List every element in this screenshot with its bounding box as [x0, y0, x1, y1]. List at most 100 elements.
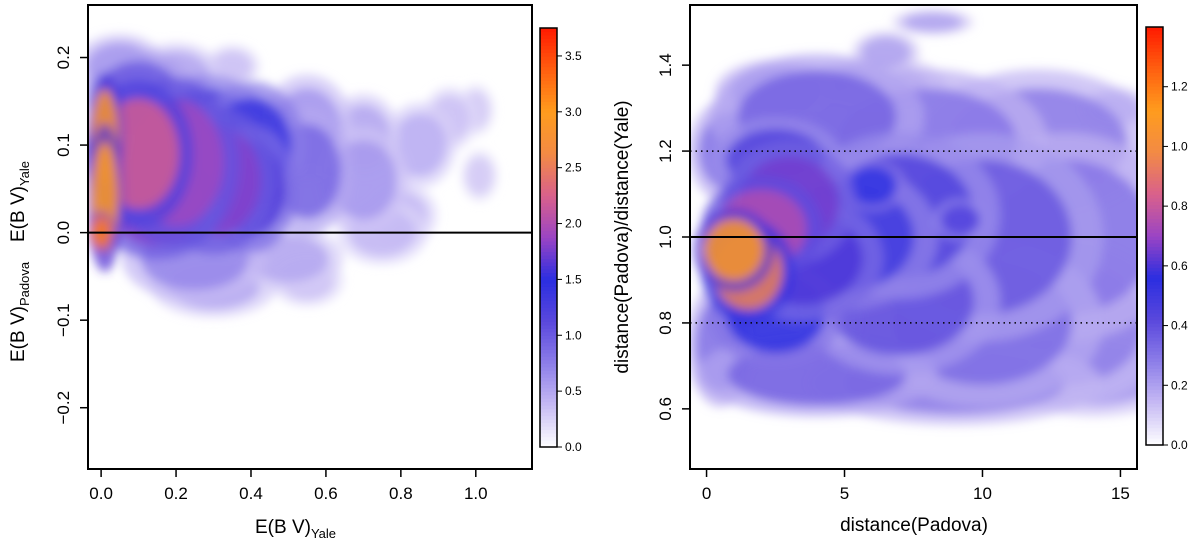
colorbar-swatch	[1146, 208, 1163, 213]
density-blob	[466, 156, 494, 195]
y-axis-title-right: E(B V)Yale	[8, 161, 32, 242]
colorbar-swatch	[540, 213, 557, 218]
colorbar-swatch	[540, 41, 557, 47]
colorbar-swatch	[1146, 75, 1163, 80]
x-axis: 0 5 10 15	[702, 469, 1130, 503]
density-blob	[392, 113, 447, 177]
colorbar-swatch	[1146, 65, 1163, 70]
colorbar-swatch	[540, 265, 557, 270]
colorbar-swatch	[540, 261, 557, 267]
colorbar-swatch	[1146, 152, 1163, 157]
colorbar-swatch	[1146, 260, 1163, 265]
colorbar-swatch	[1146, 298, 1163, 303]
colorbar-swatch	[1146, 61, 1163, 66]
colorbar-swatch	[1146, 284, 1163, 289]
colorbar-swatch	[1146, 103, 1163, 108]
density-blob	[704, 218, 764, 281]
colorbar-swatch	[540, 209, 557, 214]
x-tick-label: 0.6	[314, 484, 338, 503]
colorbar-swatch	[540, 433, 557, 438]
colorbar-swatch	[1146, 281, 1163, 286]
colorbar-swatch	[540, 87, 557, 92]
colorbar-swatch	[540, 195, 557, 200]
colorbar-swatch	[540, 167, 557, 172]
colorbar-swatch	[1146, 239, 1163, 244]
colorbar-swatch	[1146, 54, 1163, 59]
colorbar-swatch	[1146, 218, 1163, 223]
panel-distance-ratio: 0 5 10 15 0.60.81.01.21.4 distance(Padova) …	[612, 4, 1188, 536]
colorbar-swatch	[540, 90, 557, 95]
colorbar-swatch	[540, 52, 557, 57]
colorbar-swatch	[540, 331, 557, 336]
colorbar-tick-label: 1.5	[565, 272, 582, 286]
colorbar-swatch	[540, 317, 557, 322]
colorbar-swatch	[1146, 86, 1163, 91]
colorbar-swatch	[1146, 427, 1163, 432]
colorbar-tick-label: 0.5	[565, 384, 582, 398]
colorbar-swatch	[1146, 323, 1163, 328]
colorbar-swatch	[540, 38, 557, 43]
colorbar-swatch	[1146, 295, 1163, 300]
colorbar-swatch	[1146, 47, 1163, 52]
x-tick-label: 0.4	[239, 484, 263, 503]
colorbar-swatch	[1146, 176, 1163, 181]
colorbar-swatch	[540, 363, 557, 368]
colorbar-swatch	[540, 136, 557, 141]
colorbar-swatch	[540, 28, 557, 33]
colorbar-swatch	[540, 370, 557, 375]
colorbar-swatch	[1146, 33, 1163, 39]
colorbar-swatch	[1146, 434, 1163, 439]
colorbar-swatch	[1146, 378, 1163, 383]
colorbar-swatch	[1146, 441, 1163, 446]
colorbar-swatch	[1146, 131, 1163, 136]
colorbar-swatch	[540, 321, 557, 326]
colorbar-swatch	[1146, 357, 1163, 362]
colorbar-swatch	[540, 132, 557, 137]
colorbar-swatch	[540, 366, 557, 371]
colorbar-swatch	[1146, 229, 1163, 234]
colorbar-swatch	[1146, 183, 1163, 188]
colorbar-swatch	[540, 220, 557, 225]
colorbar-swatch	[1146, 403, 1163, 408]
colorbar-swatch	[540, 279, 557, 284]
colorbar-swatch	[1146, 197, 1163, 202]
colorbar-swatch	[1146, 187, 1163, 192]
colorbar-swatch	[1146, 242, 1163, 248]
plot-frame	[87, 4, 533, 470]
y-tick-label: 1.0	[656, 225, 675, 249]
colorbar-swatch	[540, 443, 557, 448]
colorbar-swatch	[540, 429, 557, 434]
colorbar-swatch	[540, 275, 557, 280]
colorbar-swatch	[1146, 204, 1163, 209]
colorbar-swatch	[540, 101, 557, 106]
colorbar-swatch	[540, 286, 557, 291]
colorbar-swatch	[540, 55, 557, 61]
colorbar-swatch	[1146, 180, 1163, 185]
colorbar-swatch	[540, 289, 557, 294]
colorbar-swatch	[540, 436, 557, 441]
y-axis-title-left: E(B V)Padova	[8, 261, 32, 362]
colorbar-swatch	[1146, 79, 1163, 84]
colorbar-swatch	[1146, 249, 1163, 255]
colorbar-swatch	[540, 171, 557, 176]
density-heatmap	[690, 9, 1137, 425]
y-tick-label: 0.2	[54, 46, 73, 70]
colorbar-swatch	[540, 373, 557, 378]
x-axis-title: E(B V)Yale	[255, 517, 336, 541]
colorbar-swatch	[540, 377, 557, 382]
colorbar-swatch	[1146, 51, 1163, 56]
x-tick-label: 0.0	[89, 484, 113, 503]
colorbar-swatch	[1146, 162, 1163, 167]
colorbar-swatch	[540, 394, 557, 399]
colorbar-swatch	[1146, 274, 1163, 279]
colorbar-swatch	[1146, 375, 1163, 380]
panel-ebv-comparison: 0.0 0.2 0.4 0.6 0.8 1.0 −0.2 −0.1 0.0 0.1 0.2 E(B…	[8, 4, 582, 541]
colorbar-swatch	[1146, 382, 1163, 387]
reference-lines	[690, 150, 1137, 324]
colorbar-swatch	[540, 202, 557, 207]
colorbar: 0.0 0.5 1.0 1.5 2.0 2.5 3.0 3.5	[539, 27, 582, 454]
colorbar-swatch	[540, 181, 557, 186]
x-tick-label: 15	[1111, 484, 1130, 503]
colorbar-swatch	[540, 244, 557, 249]
